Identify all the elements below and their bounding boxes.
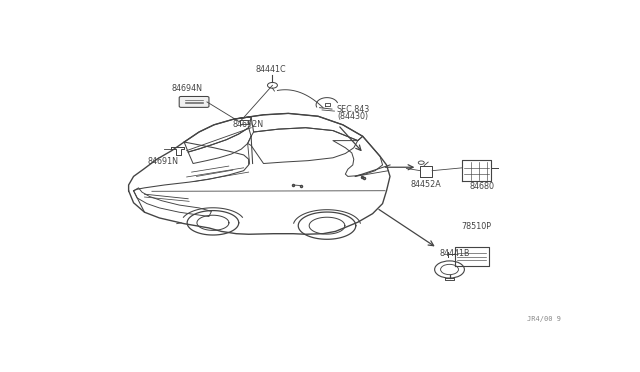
- Text: 84691N: 84691N: [148, 157, 179, 166]
- Text: 84441B: 84441B: [440, 250, 470, 259]
- Text: 84680: 84680: [469, 182, 494, 191]
- Text: JR4/00 9: JR4/00 9: [527, 317, 561, 323]
- Text: 78510P: 78510P: [462, 222, 492, 231]
- Text: 84452A: 84452A: [411, 180, 442, 189]
- Text: 84441C: 84441C: [255, 65, 286, 74]
- Text: (84430): (84430): [337, 112, 368, 121]
- Text: 84694N: 84694N: [171, 84, 202, 93]
- Text: 84692N: 84692N: [233, 120, 264, 129]
- FancyBboxPatch shape: [179, 96, 209, 108]
- Text: SEC.843: SEC.843: [337, 105, 370, 114]
